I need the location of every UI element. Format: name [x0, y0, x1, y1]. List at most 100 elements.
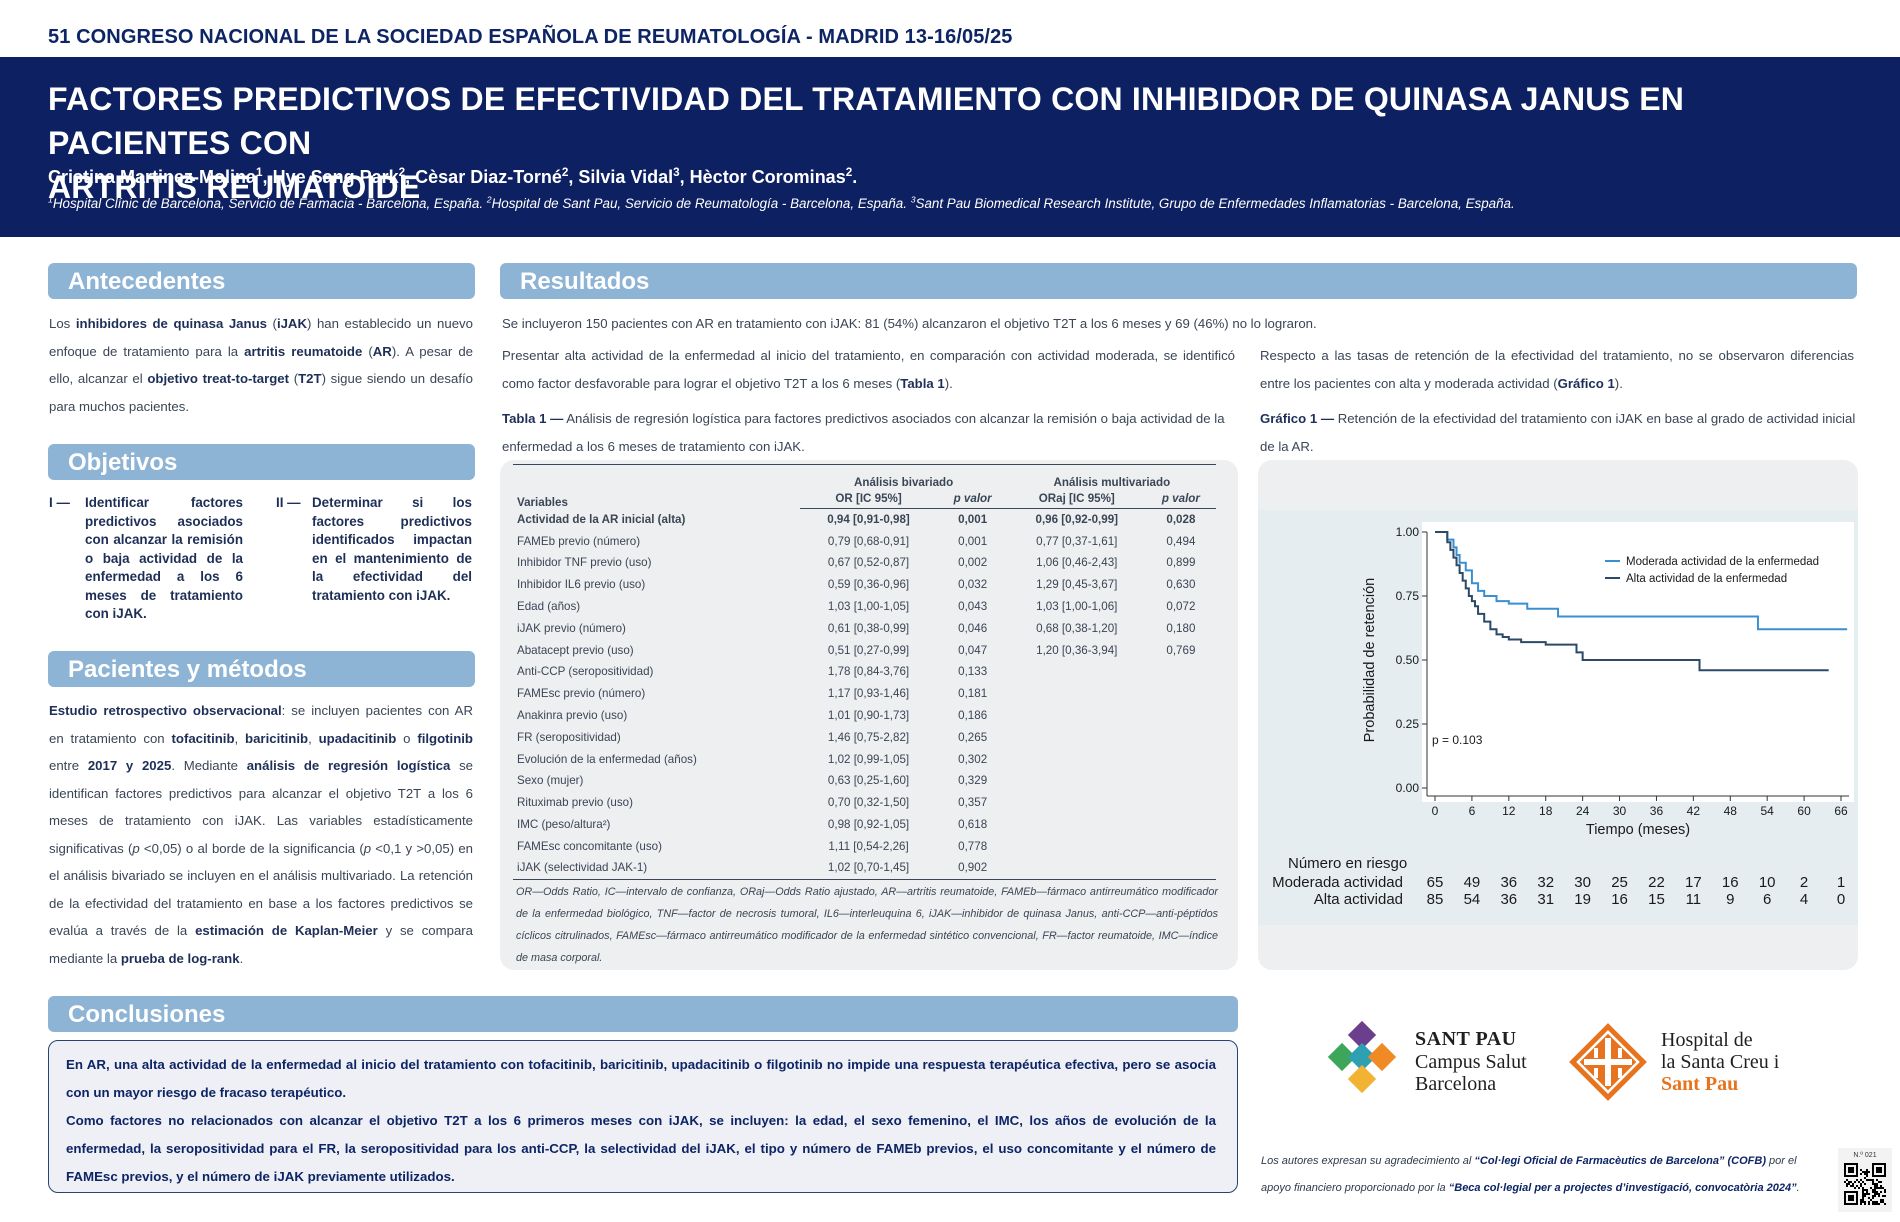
- cell-var: Anakinra previo (uso): [517, 709, 628, 723]
- objetivo-1-number: I —: [49, 495, 70, 510]
- cell-p2: [1146, 683, 1216, 705]
- resultados-tabla-text: Presentar alta actividad de la enfermeda…: [502, 348, 1235, 391]
- poster-title: FACTORES PREDICTIVOS DE EFECTIVIDAD DEL …: [48, 77, 1858, 209]
- table-row: Sexo (mujer) 0,63 [0,25-1,60] 0,329: [513, 770, 1216, 792]
- author-3: Cèsar Diaz-Torné2,: [415, 166, 579, 187]
- cell-p2: [1146, 748, 1216, 770]
- cell-p: 0,302: [958, 752, 988, 766]
- cell-or: 1,78 [0,84-3,76]: [827, 665, 910, 679]
- cell-oraj: 1,06 [0,46-2,43]: [1036, 556, 1118, 570]
- cell-p2: [1146, 814, 1216, 836]
- cell-oraj: 0,68 [0,38-1,20]: [1036, 621, 1118, 635]
- resultados-intro: Se incluyeron 150 pacientes con AR en tr…: [502, 316, 1317, 331]
- cell-or: 1,03 [1,00-1,05]: [827, 600, 910, 614]
- cell-oraj: [1008, 770, 1146, 792]
- tabla-1-panel: Variables Análisis bivariado Análisis mu…: [500, 460, 1238, 970]
- cell-p: 0,265: [958, 730, 988, 744]
- section-conclusiones: Conclusiones: [48, 996, 1238, 1032]
- cell-oraj: 1,29 [0,45-3,67]: [1036, 578, 1118, 592]
- cell-p: 0,002: [958, 556, 988, 570]
- risk-value: 22: [1648, 874, 1665, 891]
- risk-value: 1: [1837, 874, 1845, 891]
- x-tick-label: 0: [1432, 804, 1439, 818]
- x-tick-label: 12: [1502, 804, 1516, 818]
- cell-oraj: [1008, 748, 1146, 770]
- table-row: FAMEsc concomitante (uso) 1,11 [0,54-2,26…: [513, 835, 1216, 857]
- cell-var: FAMEsc previo (número): [517, 687, 646, 701]
- grafico-1-panel: 0.00 0.25 0.50 0.75 1.00 0 6 12 18 24 30 36 42 48 54 60…: [1258, 460, 1858, 970]
- tabla-note: OR—Odds Ratio, IC—intervalo de confianza…: [516, 886, 1218, 964]
- cell-or: 0,61 [0,38-0,99]: [827, 621, 910, 635]
- p-value-annotation: p = 0.103: [1432, 733, 1483, 747]
- legend-label-2: Alta actividad de la enfermedad: [1626, 573, 1787, 585]
- section-pacientes-metodos: Pacientes y métodos: [48, 651, 475, 687]
- cell-p: 0,618: [958, 818, 988, 832]
- x-tick-label: 18: [1539, 804, 1553, 818]
- section-antecedentes: Antecedentes: [48, 263, 475, 299]
- cell-p: 0,032: [958, 578, 988, 592]
- poster-title-line-2: ARTRITIS REUMATOIDE: [48, 169, 421, 205]
- group-bivariado: Análisis bivariado: [799, 464, 1008, 489]
- x-tick-label: 42: [1687, 804, 1701, 818]
- table-row: Evolución de la enfermedad (años) 1,02 [0…: [513, 748, 1216, 770]
- x-tick-label: 66: [1834, 804, 1848, 818]
- cell-p2: [1146, 726, 1216, 748]
- cell-var: Inhibidor IL6 previo (uso): [517, 578, 646, 592]
- table-row: Actividad de la AR inicial (alta) 0,94 [0…: [513, 509, 1216, 531]
- cell-p: 0,902: [937, 857, 1008, 880]
- affiliation-3: 3Sant Pau Biomedical Research Institute,…: [910, 194, 1515, 211]
- y-tick-label: 1.00: [1396, 525, 1420, 539]
- table-row: IMC (peso/altura²) 0,98 [0,92-1,05] 0,618: [513, 814, 1216, 836]
- cell-var: iJAK previo (número): [517, 621, 626, 635]
- qr-label: N.º 021: [1853, 1152, 1877, 1159]
- cell-var: Rituximab previo (uso): [517, 796, 633, 810]
- authors: Cristina Martinez-Molina1, Hye Sang Park…: [48, 167, 857, 188]
- x-tick-label: 36: [1650, 804, 1664, 818]
- cell-var: Actividad de la AR inicial (alta): [517, 512, 686, 526]
- table-row: FR (seropositividad) 1,46 [0,75-2,82] 0,26…: [513, 726, 1216, 748]
- grafico-caption: Gráfico 1 — Retención de la efectividad …: [1260, 411, 1856, 454]
- cell-oraj: 1,03 [1,00-1,06]: [1036, 600, 1118, 614]
- cell-p: 0,043: [958, 600, 988, 614]
- table-row: Anakinra previo (uso) 1,01 [0,90-1,73] 0,1…: [513, 705, 1216, 727]
- risk-value: 0: [1837, 891, 1845, 908]
- cell-or: 0,67 [0,52-0,87]: [827, 556, 910, 570]
- table-row: iJAK (selectividad JAK-1) 1,02 [0,70-1,45…: [513, 857, 1216, 880]
- cell-p2: 0,180: [1166, 621, 1196, 635]
- author-4: Silvia Vidal3,: [578, 166, 690, 187]
- cell-or: 0,59 [0,36-0,96]: [827, 578, 910, 592]
- cell-p2: [1146, 661, 1216, 683]
- risk-value: 30: [1574, 874, 1591, 891]
- conclusiones-box: En AR, una alta actividad de la enfermed…: [48, 1040, 1238, 1193]
- x-tick-label: 48: [1724, 804, 1738, 818]
- cell-var: Inhibidor TNF previo (uso): [517, 556, 652, 570]
- cell-p2: 0,899: [1166, 556, 1196, 570]
- table-row: Rituximab previo (uso) 0,70 [0,32-1,50] 0,…: [513, 792, 1216, 814]
- objetivo-2: II — Determinar si los factores predicti…: [276, 494, 472, 605]
- risk-value: 31: [1537, 891, 1554, 908]
- cell-oraj: 0,77 [0,37-1,61]: [1036, 534, 1118, 548]
- cell-or: 0,70 [0,32-1,50]: [827, 796, 910, 810]
- santpau-logo-line-2: Campus Salut: [1415, 1051, 1527, 1073]
- table-row: Anti-CCP (seropositividad) 1,78 [0,84-3,7…: [513, 661, 1216, 683]
- plot-area: [1422, 522, 1854, 802]
- risk-value: 16: [1611, 891, 1628, 908]
- series-line-1: [1435, 531, 1848, 631]
- resultados-grafico-text: Respecto a las tasas de retención de la …: [1260, 348, 1854, 391]
- section-objetivos: Objetivos: [48, 444, 475, 480]
- risk-value: 11: [1686, 891, 1702, 908]
- hospital-logo-line-1: Hospital de: [1661, 1029, 1753, 1051]
- series-line-2: [1435, 531, 1829, 672]
- conclusion-2: Como factores no relacionados con alcanz…: [66, 1113, 1216, 1184]
- risk-value: 49: [1464, 874, 1481, 891]
- col-variables: Variables: [513, 464, 800, 509]
- cell-oraj: [1007, 857, 1146, 880]
- table-row: Abatacept previo (uso) 0,51 [0,27-0,99] 0,…: [513, 639, 1216, 661]
- col-or: OR [IC 95%]: [799, 488, 938, 509]
- cell-p2: 0,072: [1166, 600, 1196, 614]
- cell-p: 0,133: [958, 665, 988, 679]
- author-2: Hye Sang Park2,: [272, 166, 416, 187]
- cell-p: 0,181: [958, 687, 988, 701]
- risk-row-label-2: Alta actividad: [1314, 891, 1403, 908]
- hospital-logo-line-2: la Santa Creu i: [1661, 1051, 1780, 1073]
